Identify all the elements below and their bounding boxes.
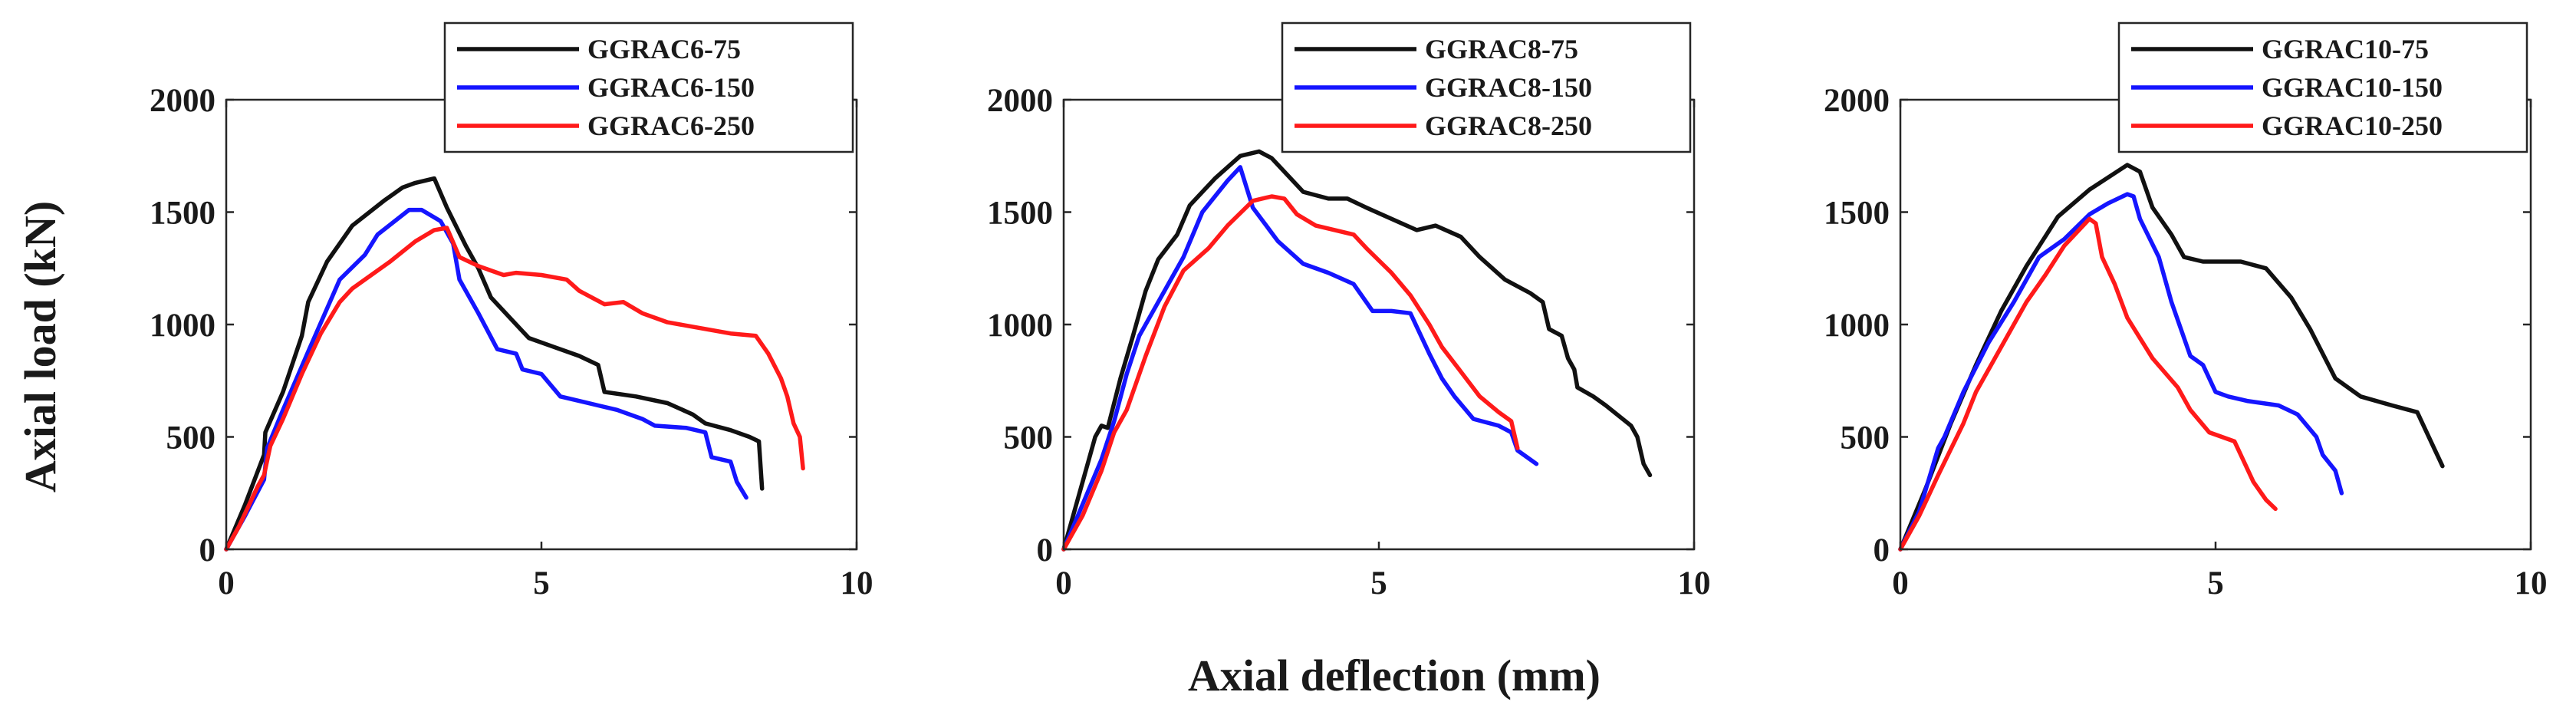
x-tick-label: 5: [533, 565, 550, 601]
y-tick-label: 1000: [987, 308, 1053, 344]
chart-panel-3: 0 5 10 0 500 1000 1500 2000 GGRAC10-75 GGRAC10-15…: [1824, 21, 2548, 601]
legend: GGRAC8-75 GGRAC8-150 GGRAC8-250: [1281, 21, 1692, 153]
y-tick-label: 500: [1004, 420, 1054, 456]
y-tick-label: 500: [166, 420, 216, 456]
x-axis-label: Axial deflection (mm): [1188, 651, 1601, 700]
legend-label-ggrac6-150: GGRAC6-150: [587, 72, 755, 103]
x-tick-label: 10: [1678, 565, 1711, 601]
y-tick-label: 0: [1037, 532, 1054, 568]
legend-label-ggrac6-250: GGRAC6-250: [587, 110, 755, 141]
y-tick-label: 1500: [150, 196, 215, 232]
x-tick-label: 5: [2207, 565, 2224, 601]
legend-label-ggrac8-150: GGRAC8-150: [1425, 72, 1592, 103]
series-line-ggrac8-250: [1061, 194, 1520, 552]
y-tick-label: 1500: [1824, 196, 1890, 232]
legend-label-ggrac8-75: GGRAC8-75: [1425, 34, 1578, 64]
legend: GGRAC10-75 GGRAC10-150 GGRAC10-250: [2117, 21, 2528, 153]
y-tick-label: 2000: [1824, 83, 1890, 119]
series-line-ggrac6-150: [224, 207, 748, 552]
legend-label-ggrac8-250: GGRAC8-250: [1425, 110, 1592, 141]
y-tick-label: 1000: [150, 308, 215, 344]
series-line-ggrac10-150: [1898, 192, 2344, 552]
chart-panel-2: 0 5 100500100015002000GGRAC8-75GGRAC8-150G…: [987, 21, 1711, 601]
x-tick-label: 0: [1892, 565, 1909, 601]
x-tick-label: 5: [1370, 565, 1387, 601]
x-tick-label: 10: [2515, 565, 2548, 601]
y-tick-label: 2000: [987, 83, 1053, 119]
series-line-ggrac6-75: [224, 176, 765, 552]
x-tick-label: 10: [841, 565, 873, 601]
x-tick-label: 0: [1055, 565, 1072, 601]
series-line-ggrac8-150: [1061, 165, 1539, 552]
y-tick-label: 500: [1841, 420, 1890, 456]
y-tick-label: 0: [1874, 532, 1890, 568]
chart-panel-1: 0 5 100500100015002000GGRAC6-75GGRAC6-150G…: [150, 21, 873, 601]
x-tick-label: 0: [218, 565, 235, 601]
legend-label-ggrac10-250: GGRAC10-250: [2262, 110, 2443, 141]
y-axis-label: Axial load (kN): [15, 201, 65, 493]
legend-label-ggrac10-75: GGRAC10-75: [2262, 34, 2429, 64]
series-line-ggrac10-75: [1898, 163, 2445, 552]
series-line-ggrac8-75: [1061, 149, 1653, 552]
series-line-ggrac10-250: [1898, 216, 2278, 552]
legend-label-ggrac10-150: GGRAC10-150: [2262, 72, 2443, 103]
y-tick-label: 1000: [1824, 308, 1890, 344]
y-tick-label: 2000: [150, 83, 215, 119]
legend: GGRAC6-75 GGRAC6-150 GGRAC6-250: [443, 21, 854, 153]
y-tick-label: 0: [199, 532, 216, 568]
legend-label-ggrac6-75: GGRAC6-75: [587, 34, 741, 64]
series-line-ggrac6-250: [224, 226, 805, 552]
y-tick-label: 1500: [987, 196, 1053, 232]
